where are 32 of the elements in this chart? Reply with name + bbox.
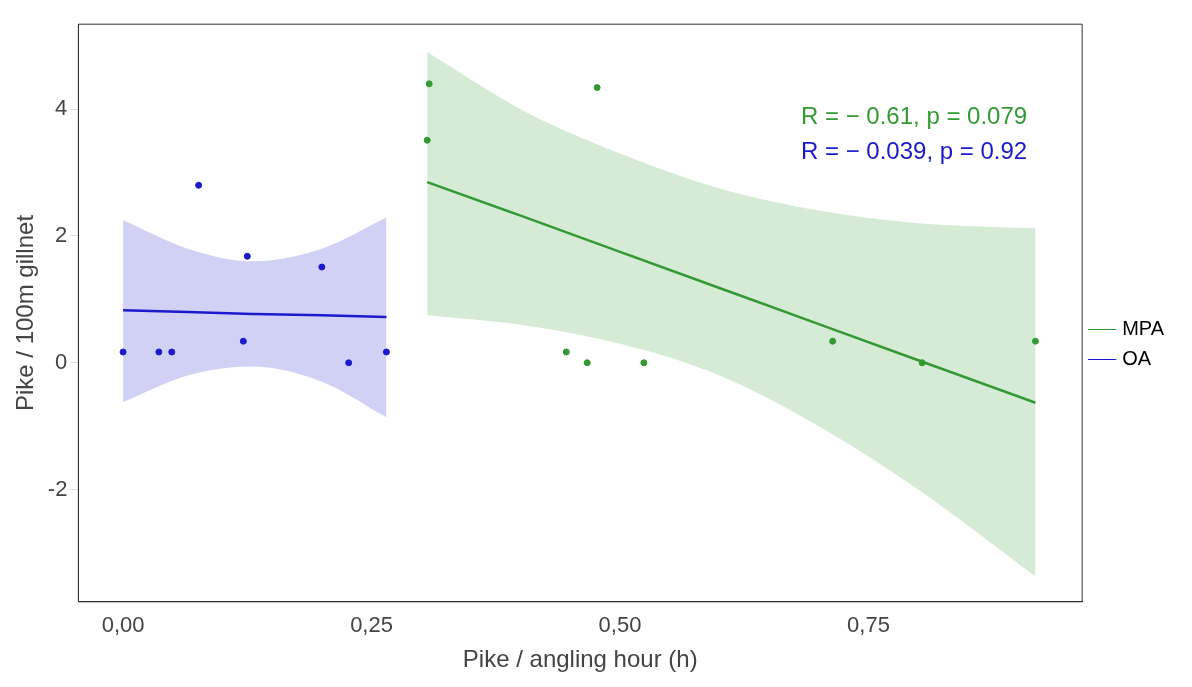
legend-label: MPA: [1122, 317, 1165, 340]
x-tick-label: 0,00: [101, 612, 145, 638]
annotation: R = − 0.61, p = 0.079: [800, 101, 1028, 129]
point: [1031, 337, 1039, 345]
point: [382, 348, 390, 356]
x-tick-label: 0,50: [598, 612, 642, 638]
point: [425, 80, 433, 88]
x-axis-title: Pike / angling hour (h): [462, 645, 698, 673]
point: [239, 337, 247, 345]
point: [119, 348, 127, 356]
point: [593, 84, 601, 92]
point: [155, 348, 163, 356]
point: [640, 359, 648, 367]
point: [345, 359, 353, 367]
x-tick-label: 0,75: [847, 612, 890, 638]
y-tick-label: -2: [47, 475, 68, 501]
point: [195, 181, 203, 189]
point: [318, 263, 326, 271]
point: [829, 337, 837, 345]
x-tick-label: 0,25: [350, 612, 393, 638]
point: [583, 359, 591, 367]
point: [168, 348, 176, 356]
y-tick-label: 2: [55, 222, 68, 248]
point: [918, 359, 926, 367]
annotation: R = − 0.039, p = 0.92: [800, 136, 1028, 164]
legend-label: OA: [1122, 347, 1152, 370]
point: [243, 252, 251, 260]
y-tick-label: 0: [55, 348, 68, 374]
y-tick-label: 4: [55, 95, 68, 121]
point: [423, 136, 431, 144]
y-axis-title: Pike / 100m gillnet: [11, 214, 39, 412]
point: [562, 348, 570, 356]
